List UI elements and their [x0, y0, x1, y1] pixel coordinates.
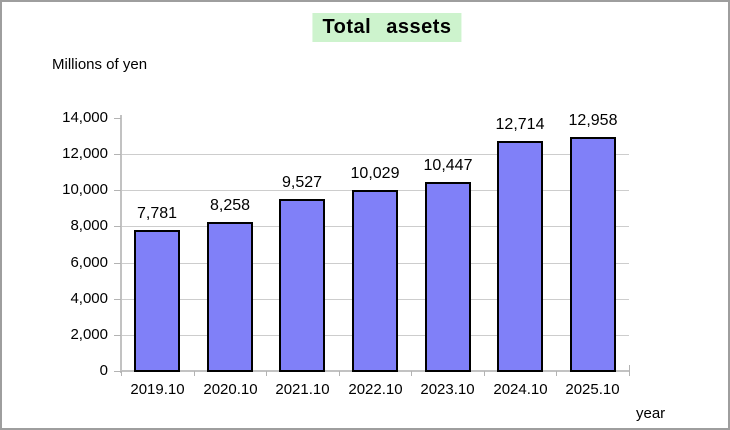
bar-value-label: 9,527 — [281, 174, 323, 191]
bar — [497, 141, 543, 372]
bar — [352, 190, 398, 372]
bar — [134, 230, 180, 372]
bar — [425, 182, 471, 372]
x-category-label: 2023.10 — [420, 381, 475, 398]
y-tick-label: 14,000 — [62, 109, 108, 126]
bar-value-label: 7,781 — [136, 205, 178, 222]
y-axis-unit-label: Millions of yen — [52, 56, 148, 73]
x-tick-mark — [484, 371, 485, 376]
x-category-label: 2021.10 — [275, 381, 330, 398]
y-tick-mark — [114, 226, 121, 227]
y-tick-label: 8,000 — [70, 217, 108, 234]
x-tick-mark — [121, 371, 122, 376]
bar-value-label: 12,714 — [495, 116, 545, 133]
x-tick-mark — [629, 371, 630, 376]
y-tick-label: 4,000 — [70, 290, 108, 307]
y-tick-mark — [114, 118, 121, 119]
bar — [570, 137, 616, 372]
bar — [207, 222, 253, 372]
bar-value-label: 10,447 — [423, 157, 473, 174]
y-tick-label: 0 — [99, 362, 108, 379]
x-category-label: 2024.10 — [493, 381, 548, 398]
bar-value-label: 10,029 — [350, 165, 400, 182]
x-tick-mark — [339, 371, 340, 376]
bar — [279, 199, 325, 372]
bar-value-label: 12,958 — [568, 112, 618, 129]
y-tick-label: 6,000 — [70, 254, 108, 271]
chart-title: Total assets — [312, 13, 462, 42]
y-tick-mark — [114, 371, 121, 372]
y-tick-label: 12,000 — [62, 145, 108, 162]
bar-value-label: 8,258 — [209, 197, 251, 214]
y-tick-label: 2,000 — [70, 326, 108, 343]
x-category-label: 2025.10 — [565, 381, 620, 398]
y-axis-line — [120, 115, 122, 373]
y-tick-label: 10,000 — [62, 181, 108, 198]
y-tick-mark — [114, 263, 121, 264]
y-tick-mark — [114, 299, 121, 300]
x-tick-mark — [194, 371, 195, 376]
y-tick-mark — [114, 154, 121, 155]
x-tick-mark — [266, 371, 267, 376]
x-category-label: 2020.10 — [203, 381, 258, 398]
x-tick-mark — [556, 371, 557, 376]
gridline — [121, 154, 629, 155]
x-axis-unit-label: year — [636, 405, 666, 422]
x-category-label: 2019.10 — [130, 381, 185, 398]
x-axis-end-tick — [629, 365, 630, 371]
y-tick-mark — [114, 190, 121, 191]
y-tick-mark — [114, 335, 121, 336]
x-tick-mark — [411, 371, 412, 376]
x-category-label: 2022.10 — [348, 381, 403, 398]
